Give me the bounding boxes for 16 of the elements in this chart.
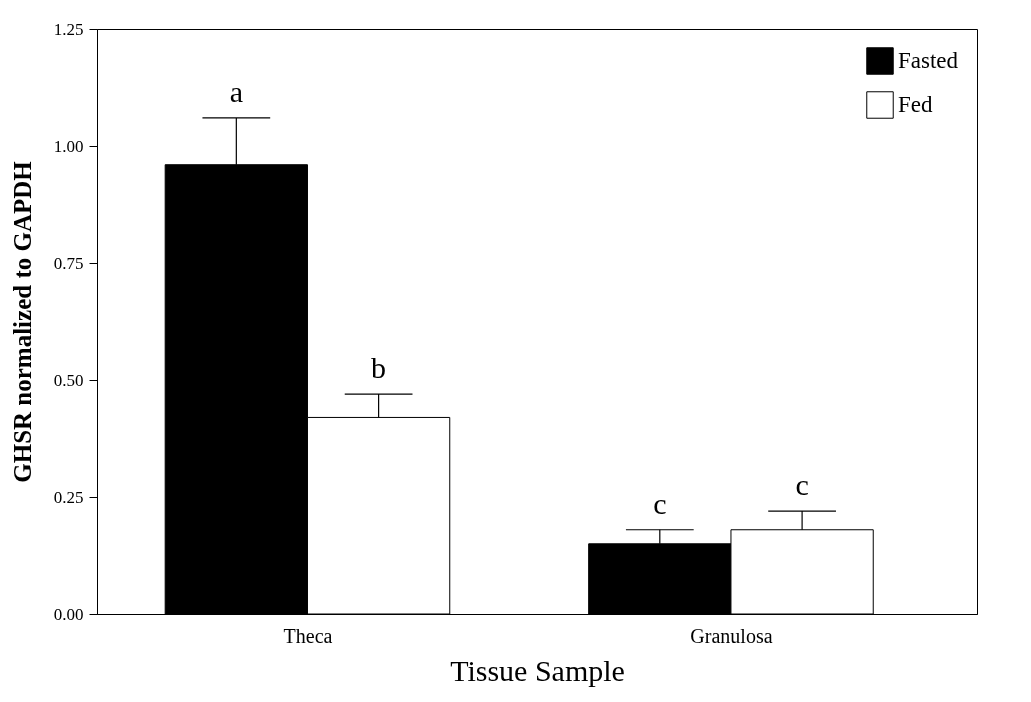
y-tick-label: 0.50 [53, 370, 84, 390]
x-axis-title: Tissue Sample [450, 653, 625, 687]
legend-label: Fed [898, 92, 933, 117]
annotation: b [371, 351, 387, 385]
y-tick-label: 0.00 [53, 604, 84, 624]
y-axis-title: GHSR normalized to GAPDH [8, 160, 36, 483]
y-tick-label: 1.00 [53, 136, 84, 156]
legend-label: Fasted [898, 48, 959, 73]
annotation: a [229, 74, 243, 108]
y-tick-label: 0.25 [53, 487, 84, 507]
y-tick-label: 0.75 [53, 253, 84, 273]
annotation: c [653, 486, 667, 520]
annotation: c [795, 468, 809, 502]
y-tick-label: 1.25 [53, 19, 84, 39]
x-tick-label: Granulosa [690, 624, 773, 647]
x-tick-label: Theca [283, 624, 333, 647]
